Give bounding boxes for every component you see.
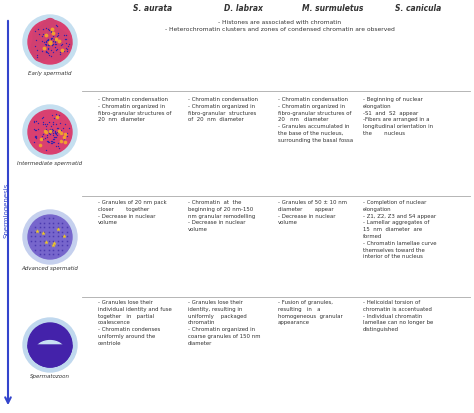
Text: Intermediate spermatid: Intermediate spermatid bbox=[18, 161, 82, 166]
Text: - Granules of 50 ± 10 nm
diameter       appear
- Decrease in nuclear
volume: - Granules of 50 ± 10 nm diameter appear… bbox=[278, 200, 347, 225]
Text: Spermiogenesis: Spermiogenesis bbox=[4, 182, 10, 238]
Text: - Helicoidal torsion of
chromatin is accentuated
- Individual chromatin
lamellae: - Helicoidal torsion of chromatin is acc… bbox=[363, 300, 433, 332]
Circle shape bbox=[23, 318, 77, 372]
Ellipse shape bbox=[36, 341, 64, 361]
Circle shape bbox=[23, 15, 77, 69]
Text: Early spermatid: Early spermatid bbox=[28, 71, 72, 76]
Text: S. aurata: S. aurata bbox=[134, 4, 173, 13]
Text: - Fusion of granules,
resulting   in   a
homogeneous  granular
appearance: - Fusion of granules, resulting in a hom… bbox=[278, 300, 343, 325]
Text: - Chromatin condensation
- Chromatin organized in
fibro-granular structures of
2: - Chromatin condensation - Chromatin org… bbox=[278, 97, 353, 143]
Polygon shape bbox=[31, 19, 72, 61]
Text: - Beginning of nuclear
elongation
-S1  and  S2  appear
-Fibers are arranged in a: - Beginning of nuclear elongation -S1 an… bbox=[363, 97, 433, 136]
Text: - Histones are associated with chromatin
- Heterochromatin clusters and zones of: - Histones are associated with chromatin… bbox=[165, 20, 395, 32]
Text: - Granules lose their
identity, resulting in
uniformly    packaged
chromatin
- C: - Granules lose their identity, resultin… bbox=[188, 300, 261, 346]
Text: D. labrax: D. labrax bbox=[224, 4, 263, 13]
Text: - Granules of 20 nm pack
closer       together
- Decrease in nuclear
volume: - Granules of 20 nm pack closer together… bbox=[98, 200, 167, 225]
Circle shape bbox=[23, 105, 77, 159]
Wedge shape bbox=[28, 345, 72, 367]
Text: S. canicula: S. canicula bbox=[395, 4, 441, 13]
Circle shape bbox=[28, 323, 72, 367]
Circle shape bbox=[28, 215, 72, 259]
Text: Advanced spermatid: Advanced spermatid bbox=[21, 266, 78, 271]
Text: - Granules lose their
individual identity and fuse
together   in   partial
coale: - Granules lose their individual identit… bbox=[98, 300, 172, 346]
Text: - Chromatin  at  the
beginning of 20 nm-150
nm granular remodelling
- Decrease i: - Chromatin at the beginning of 20 nm-15… bbox=[188, 200, 255, 232]
Text: - Chromatin condensation
- Chromatin organized in
fibro-granular  structures
of : - Chromatin condensation - Chromatin org… bbox=[188, 97, 258, 122]
Circle shape bbox=[28, 110, 72, 154]
Circle shape bbox=[28, 20, 72, 64]
Text: Spermatozoon: Spermatozoon bbox=[30, 374, 70, 379]
Text: M. surmuletus: M. surmuletus bbox=[302, 4, 364, 13]
Circle shape bbox=[23, 210, 77, 264]
Text: - Completion of nuclear
elongation
- Z1, Z2, Z3 and S4 appear
- Lamellar aggrega: - Completion of nuclear elongation - Z1,… bbox=[363, 200, 437, 259]
Text: - Chromatin condensation
- Chromatin organized in
fibro-granular structures of
2: - Chromatin condensation - Chromatin org… bbox=[98, 97, 172, 122]
